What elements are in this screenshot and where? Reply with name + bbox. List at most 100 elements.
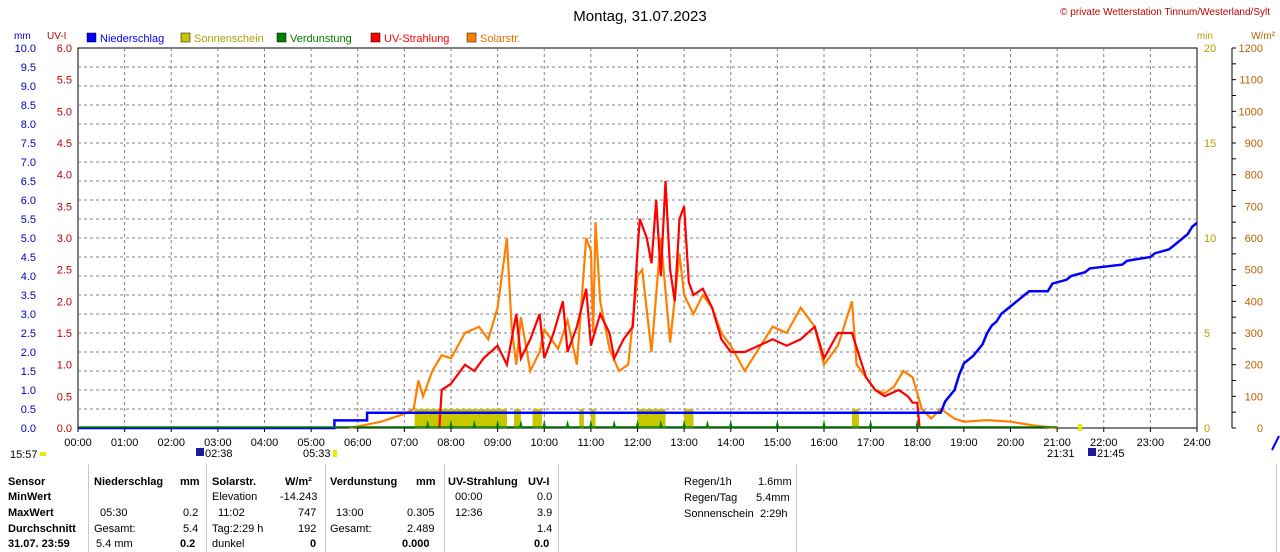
legend-label: Solarstr. — [480, 33, 520, 45]
sun-events: 15:57 02:38 05:33 21:31 21:45 — [10, 424, 1125, 461]
max-n-time: 05:30 — [100, 507, 128, 519]
dusk-time: 21:45 — [1097, 448, 1125, 460]
separator — [796, 464, 797, 552]
table-row-min: MinWert Elevation -14.243 00:00 0.0 — [0, 490, 1280, 505]
tick-x: 23:00 — [1137, 437, 1165, 449]
tick-mm: 7.0 — [21, 157, 36, 169]
avg-n-label: Gesamt: — [94, 523, 136, 535]
sunshine-bar — [851, 409, 859, 428]
evaporation-marker — [868, 420, 873, 428]
series-solar-line — [348, 222, 1058, 430]
tick-x: 17:00 — [857, 437, 885, 449]
max-s-value: 747 — [298, 507, 317, 519]
header-uv: UV-Strahlung — [448, 476, 518, 488]
header-mm1: mm — [180, 476, 200, 488]
last-n-value: 0.2 — [180, 538, 196, 550]
offscreen-rain-line — [1271, 435, 1280, 451]
tick-x: 16:00 — [810, 437, 838, 449]
tick-mm: 5.5 — [21, 214, 36, 226]
tick-x: 18:00 — [903, 437, 931, 449]
tick-x: 03:00 — [204, 437, 232, 449]
tick-x: 02:00 — [157, 437, 185, 449]
tick-mm: 2.5 — [21, 328, 36, 340]
sunshine-bar — [590, 409, 596, 428]
tick-wm2: 900 — [1245, 138, 1263, 150]
avg-s-label: Tag:2:29 h — [212, 523, 264, 535]
tick-x: 08:00 — [437, 437, 465, 449]
summary-sun-value: 2:29h — [760, 508, 788, 520]
tick-mm: 9.5 — [21, 62, 36, 74]
tick-wm2: 400 — [1245, 296, 1263, 308]
avg-uv-value: 1.4 — [537, 523, 553, 535]
dusk-icon — [1088, 448, 1096, 456]
header-niederschlag: Niederschlag — [94, 476, 164, 488]
avg-s-value: 192 — [298, 523, 317, 535]
evaporation-marker — [495, 420, 500, 428]
tick-uv: 0.5 — [57, 391, 72, 403]
evaporation-marker — [775, 420, 780, 428]
evaporation-markers — [78, 420, 1058, 428]
tick-mm: 8.5 — [21, 100, 36, 112]
legend-label: Niederschlag — [100, 33, 164, 45]
last-s-value: 0 — [310, 538, 317, 550]
min-label: MinWert — [8, 491, 52, 503]
separator — [1276, 464, 1277, 552]
tick-x: 00:00 — [64, 437, 92, 449]
avg-v-label: Gesamt: — [330, 523, 372, 535]
summary-rain1h-label: Regen/1h — [684, 476, 732, 488]
tick-uv: 2.5 — [57, 265, 72, 277]
legend-label: UV-Strahlung — [384, 33, 449, 45]
tick-x: 19:00 — [950, 437, 978, 449]
tick-mm: 1.0 — [21, 385, 36, 397]
tick-x: 01:00 — [111, 437, 139, 449]
tick-wm2: 100 — [1245, 391, 1263, 403]
dawn-icon — [196, 448, 204, 456]
max-uv-time: 12:36 — [455, 507, 483, 519]
max-v-time: 13:00 — [336, 507, 364, 519]
tick-mm: 5.0 — [21, 233, 36, 245]
last-label: 31.07. 23:59 — [8, 538, 70, 550]
tick-uv: 3.5 — [57, 201, 72, 213]
summary-row-3: Sonnenschein 2:29h — [0, 507, 1280, 522]
evaporation-marker — [728, 420, 733, 428]
tick-min: 10 — [1204, 233, 1216, 245]
tick-wm2: 200 — [1245, 360, 1263, 372]
avg-v-value: 2.489 — [407, 523, 435, 535]
evaporation-marker — [915, 420, 920, 428]
chart-title: Montag, 31.07.2023 — [573, 8, 706, 25]
moon-icon — [40, 452, 46, 456]
last-s-label: dunkel — [212, 538, 245, 550]
tick-mm: 6.0 — [21, 195, 36, 207]
series-lines — [78, 180, 1198, 430]
tick-mm: 10.0 — [15, 43, 36, 55]
evaporation-marker — [588, 420, 593, 428]
header-solar: Solarstr. — [212, 476, 257, 488]
tick-x: 06:00 — [344, 437, 372, 449]
evaporation-marker — [542, 420, 547, 428]
tick-mm: 3.0 — [21, 309, 36, 321]
evaporation-marker — [705, 420, 710, 428]
evaporation-marker — [425, 420, 430, 428]
tick-x: 21:00 — [1043, 437, 1071, 449]
separator — [88, 464, 89, 552]
evaporation-marker — [822, 420, 826, 428]
tick-wm2: 300 — [1245, 328, 1263, 340]
sunshine-bar — [513, 409, 521, 428]
legend-swatch — [86, 32, 97, 43]
evaporation-marker — [682, 420, 687, 428]
tick-x: 05:00 — [297, 437, 325, 449]
sunshine-bar — [532, 409, 542, 428]
tick-uv: 3.0 — [57, 233, 72, 245]
header-verdunstung: Verdunstung — [330, 476, 398, 488]
tick-uv: 6.0 — [57, 43, 72, 55]
table-row-avg: Durchschnitt Gesamt: 5.4 Tag:2:29 h 192 … — [0, 522, 1280, 537]
sunrise-icon — [333, 450, 337, 457]
table-header-row: Sensor Niederschlag mm Solarstr. W/m² Ve… — [0, 475, 1280, 490]
table-row-max: MaxWert 05:30 0.2 11:02 747 13:00 0.305 … — [0, 506, 1280, 521]
summary-row-1: Regen/1h 1.6mm — [0, 475, 1280, 490]
tick-uv: 4.5 — [57, 138, 72, 150]
separator — [325, 464, 326, 552]
tick-wm2: 1000 — [1239, 106, 1263, 118]
tick-mm: 6.5 — [21, 176, 36, 188]
summary-rainday-label: Regen/Tag — [684, 492, 738, 504]
